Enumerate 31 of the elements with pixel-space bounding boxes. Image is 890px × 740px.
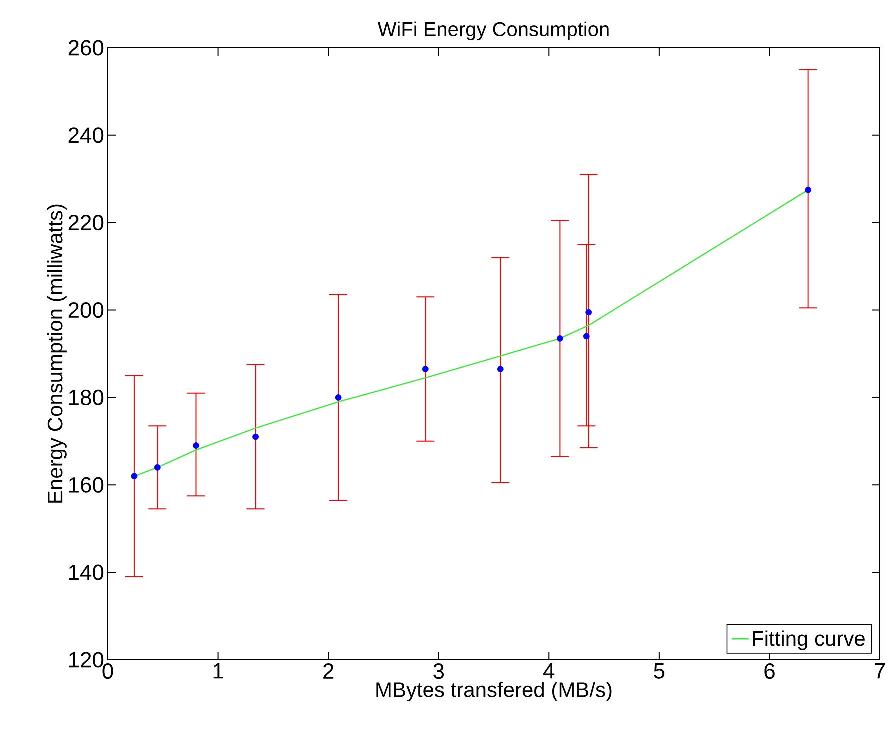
y-tick-label: 240 — [68, 128, 104, 144]
point — [193, 442, 200, 449]
chart-title: WiFi Energy Consumption — [378, 22, 609, 40]
point — [586, 309, 592, 316]
x-tick-label: 1 — [214, 664, 224, 679]
x-axis-title: MBytes transfered (MB/s) — [376, 682, 612, 702]
x-tick-label: 3 — [434, 664, 444, 680]
point — [805, 186, 812, 194]
y-tick-label: 180 — [69, 390, 104, 406]
point — [335, 394, 342, 401]
point — [422, 366, 429, 372]
legend-label: Fitting curve — [753, 630, 865, 650]
y-axis-title: Energy Consumption (milliwatts) — [47, 204, 67, 503]
point — [583, 333, 590, 340]
point — [154, 464, 161, 471]
x-tick-label: 6 — [764, 664, 775, 680]
x-tick-label: 5 — [654, 664, 665, 679]
x-tick-label: 0 — [102, 664, 114, 680]
y-tick-label: 160 — [69, 477, 104, 493]
y-tick-label: 120 — [69, 652, 104, 668]
x-tick-label: 2 — [324, 664, 334, 679]
y-tick-label: 220 — [68, 215, 104, 231]
point — [131, 473, 138, 480]
x-tick-label: 7 — [875, 664, 886, 679]
point — [556, 335, 564, 342]
point — [497, 366, 504, 372]
y-tick-label: 140 — [69, 564, 104, 580]
x-tick-label: 4 — [544, 664, 555, 679]
y-tick-label: 200 — [68, 302, 104, 318]
y-tick-label: 260 — [68, 40, 104, 56]
point — [252, 434, 259, 440]
